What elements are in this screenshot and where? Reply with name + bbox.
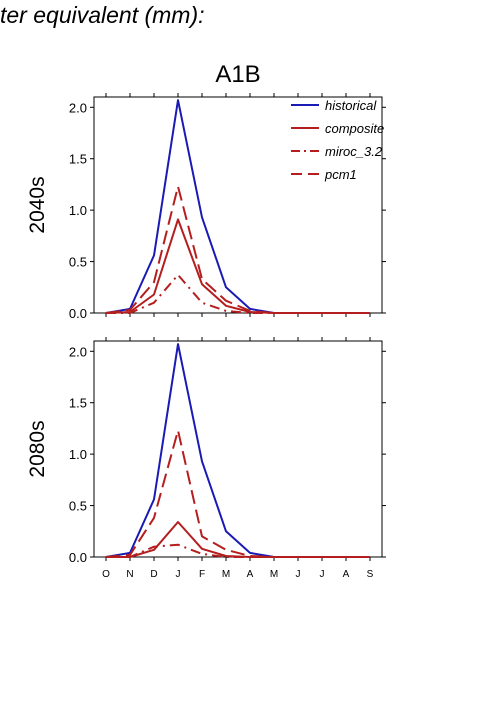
y-tick-label: 2.0: [69, 100, 87, 115]
chart-title: A1B: [215, 61, 260, 88]
y-tick-label: 0.5: [69, 255, 87, 270]
y-tick-label: 1.0: [69, 447, 87, 462]
x-tick-label: A: [343, 569, 350, 580]
panel-2080s: 0.0 0.5 1.0 1.5 2.0 O N D J F M A M J J A S 2080s: [26, 337, 386, 580]
x-tick-label: O: [102, 569, 110, 580]
series-line-miroc_3.2: [106, 273, 370, 314]
y-tick-label: 1.5: [69, 396, 87, 411]
series-line-miroc_3.2: [106, 543, 370, 558]
legend-entry: composite: [325, 121, 384, 136]
y-tick-label: 0.0: [69, 550, 87, 565]
x-tick-label: J: [296, 569, 301, 580]
x-tick-label: N: [126, 569, 133, 580]
series-line-historical: [105, 343, 370, 558]
page-title: ter equivalent (mm):: [0, 2, 205, 28]
x-tick-label: S: [367, 569, 374, 580]
row-label-2040s: 2040s: [26, 176, 49, 233]
plot-frame: [93, 96, 383, 314]
legend-entry: pcm1: [324, 167, 357, 182]
y-tick-label: 0.0: [69, 306, 87, 321]
plot-frame: [93, 340, 383, 558]
y-tick-label: 1.0: [69, 203, 87, 218]
y-tick-label: 1.5: [69, 152, 87, 167]
series-line-composite: [106, 521, 370, 558]
x-tick-label: F: [199, 569, 205, 580]
x-tick-label: M: [270, 569, 278, 580]
legend-entry: miroc_3.2: [325, 144, 383, 159]
x-tick-label: J: [320, 569, 325, 580]
x-tick-label: J: [176, 569, 181, 580]
x-tick-label: M: [222, 569, 230, 580]
y-tick-label: 0.5: [69, 499, 87, 514]
series-line-pcm1: [105, 185, 370, 314]
legend: historical composite miroc_3.2 pcm1: [291, 98, 384, 182]
x-tick-label: A: [247, 569, 254, 580]
panel-2040s: 0.0 0.5 1.0 1.5 2.0 2040s historical composite m…: [26, 93, 386, 321]
row-label-2080s: 2080s: [26, 420, 49, 477]
legend-entry: historical: [325, 98, 377, 113]
y-tick-label: 2.0: [69, 344, 87, 359]
series-line-pcm1: [105, 429, 370, 558]
x-tick-label: D: [150, 569, 157, 580]
